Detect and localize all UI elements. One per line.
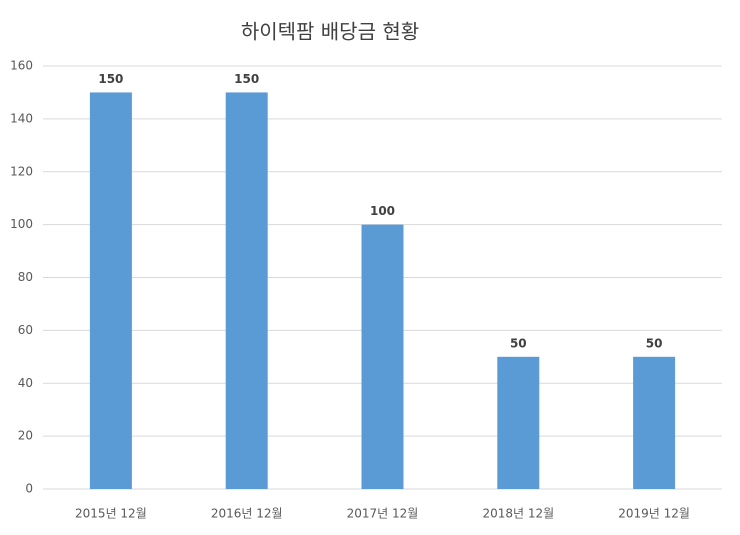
x-tick-label: 2019년 12월	[618, 507, 690, 521]
y-tick-label: 80	[18, 270, 33, 284]
y-tick-label: 0	[25, 482, 33, 496]
bar	[633, 356, 676, 489]
data-label: 50	[510, 336, 527, 350]
x-tick-label: 2016년 12월	[211, 507, 283, 521]
y-tick-label: 20	[18, 429, 33, 443]
y-tick-label: 60	[18, 323, 33, 337]
x-tick-label: 2015년 12월	[75, 507, 147, 521]
data-label: 150	[98, 72, 123, 86]
x-tick-label: 2017년 12월	[347, 507, 419, 521]
y-tick-label: 160	[10, 59, 33, 73]
bar	[497, 356, 540, 489]
data-label: 50	[646, 336, 663, 350]
bar	[225, 92, 268, 489]
data-label: 100	[370, 204, 395, 218]
y-tick-label: 100	[10, 217, 33, 231]
x-tick-label: 2018년 12월	[482, 507, 554, 521]
y-tick-label: 140	[10, 111, 33, 125]
bar	[361, 224, 404, 489]
y-tick-label: 120	[10, 164, 33, 178]
chart-title: 하이텍팜 배당금 현황	[241, 20, 419, 44]
bar	[89, 92, 132, 489]
y-tick-label: 40	[18, 376, 33, 390]
data-label: 150	[234, 72, 259, 86]
